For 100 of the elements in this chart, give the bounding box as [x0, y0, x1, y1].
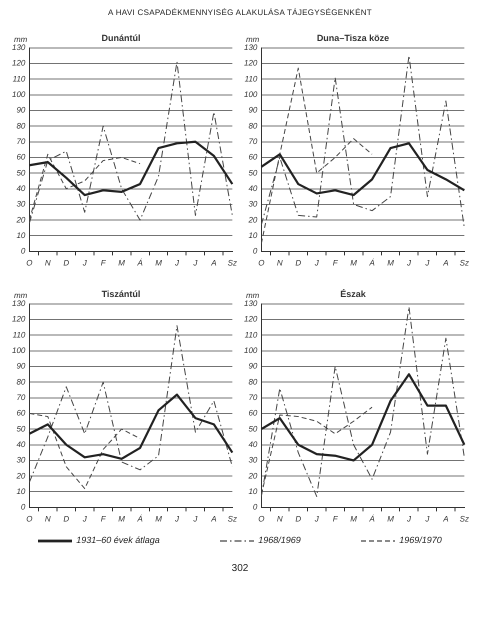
y-tick-label: 100	[12, 346, 26, 356]
x-tick-label: Sz	[228, 258, 238, 268]
y-tick-label: 120	[12, 314, 26, 324]
x-tick-label: Sz	[460, 514, 470, 524]
y-tick-label: 90	[248, 362, 258, 371]
y-tick-label: 60	[16, 152, 26, 162]
x-tick-label: A	[442, 514, 449, 524]
x-tick-label: J	[314, 514, 320, 524]
x-tick-label: M	[387, 258, 394, 268]
y-tick-label: 130	[244, 43, 258, 52]
y-tick-label: 70	[248, 136, 258, 146]
y-tick-label: 110	[244, 330, 258, 340]
chart-subtitle: Duna–Tisza köze	[316, 32, 390, 43]
y-tick-label: 110	[12, 330, 26, 340]
y-tick-label: 130	[12, 43, 26, 52]
legend-label: 1969/1970	[399, 535, 442, 545]
x-tick-label: Sz	[228, 514, 238, 524]
y-tick-label: 10	[16, 486, 26, 496]
x-tick-label: N	[276, 258, 283, 268]
y-tick-label: 80	[248, 377, 258, 386]
x-tick-label: N	[44, 514, 51, 524]
x-tick-label: J	[424, 258, 430, 268]
legend-label: 1968/1969	[258, 535, 301, 545]
x-tick-label: J	[174, 258, 180, 268]
legend-label: 1931–60 évek átlaga	[76, 535, 160, 545]
x-tick-label: J	[82, 514, 88, 524]
y-tick-label: 80	[248, 121, 258, 130]
x-tick-label: M	[350, 514, 358, 524]
chart-subtitle: Észak	[340, 288, 367, 299]
y-axis-title: mm	[14, 291, 28, 300]
x-tick-label: D	[295, 514, 302, 524]
y-tick-label: 10	[248, 230, 258, 240]
y-tick-label: 0	[20, 502, 26, 512]
x-tick-label: J	[192, 258, 198, 268]
y-tick-label: 0	[20, 246, 26, 256]
y-tick-label: 60	[248, 408, 258, 418]
x-tick-label: M	[350, 258, 358, 268]
x-tick-label: J	[314, 258, 320, 268]
x-tick-label: F	[100, 514, 107, 524]
y-tick-label: 0	[252, 502, 258, 512]
y-tick-label: 130	[244, 299, 258, 308]
y-tick-label: 40	[16, 440, 26, 449]
y-tick-label: 40	[16, 184, 26, 193]
x-tick-label: Á	[368, 258, 375, 268]
y-tick-label: 50	[16, 168, 26, 178]
y-tick-label: 120	[244, 314, 258, 324]
x-tick-label: D	[295, 258, 302, 268]
y-tick-label: 30	[248, 200, 258, 209]
y-tick-label: 90	[248, 106, 258, 115]
y-tick-label: 110	[12, 74, 26, 84]
x-tick-label: A	[210, 514, 217, 524]
y-axis-title: mm	[246, 35, 260, 44]
y-tick-label: 60	[16, 408, 26, 418]
x-tick-label: M	[118, 514, 126, 524]
chart-subtitle: Tiszántúl	[102, 288, 140, 299]
y-tick-label: 10	[16, 230, 26, 240]
y-tick-label: 80	[16, 377, 26, 386]
y-tick-label: 30	[16, 200, 26, 209]
y-tick-label: 100	[244, 346, 258, 356]
x-tick-label: A	[210, 258, 217, 268]
x-tick-label: O	[258, 514, 264, 524]
y-tick-label: 40	[248, 440, 258, 449]
y-tick-label: 120	[12, 58, 26, 68]
y-tick-label: 20	[15, 215, 26, 224]
x-tick-label: J	[424, 514, 430, 524]
chart-title: A HAVI CSAPADÉKMENNYISÉG ALAKULÁSA TÁJEGYSÉGENKÉNT	[107, 8, 373, 17]
y-tick-label: 50	[248, 424, 258, 434]
x-tick-label: M	[155, 258, 162, 268]
x-tick-label: Á	[136, 514, 143, 524]
y-tick-label: 90	[16, 362, 26, 371]
y-tick-label: 10	[248, 486, 258, 496]
y-tick-label: 70	[16, 392, 26, 402]
x-tick-label: F	[332, 514, 339, 524]
x-tick-label: N	[276, 514, 283, 524]
x-tick-label: J	[406, 258, 412, 268]
x-tick-label: J	[406, 514, 412, 524]
y-tick-label: 0	[252, 246, 258, 256]
y-tick-label: 80	[16, 121, 26, 130]
x-tick-label: M	[155, 514, 162, 524]
x-tick-label: J	[82, 258, 88, 268]
y-tick-label: 20	[15, 471, 26, 480]
x-tick-label: O	[26, 258, 32, 268]
x-tick-label: O	[26, 514, 32, 524]
x-tick-label: F	[100, 258, 107, 268]
x-tick-label: N	[44, 258, 51, 268]
x-tick-label: A	[442, 258, 449, 268]
x-tick-label: M	[387, 514, 394, 524]
y-tick-label: 120	[244, 58, 258, 68]
text: 302	[230, 563, 250, 574]
x-tick-label: J	[192, 514, 198, 524]
y-tick-label: 130	[12, 299, 26, 308]
y-tick-label: 70	[248, 392, 258, 402]
y-tick-label: 110	[244, 74, 258, 84]
x-tick-label: Á	[368, 514, 375, 524]
x-tick-label: J	[174, 514, 180, 524]
y-tick-label: 100	[12, 90, 26, 100]
chart-subtitle: Dunántúl	[102, 32, 140, 43]
y-tick-label: 30	[16, 456, 26, 465]
x-tick-label: O	[258, 258, 264, 268]
y-tick-label: 40	[248, 184, 258, 193]
